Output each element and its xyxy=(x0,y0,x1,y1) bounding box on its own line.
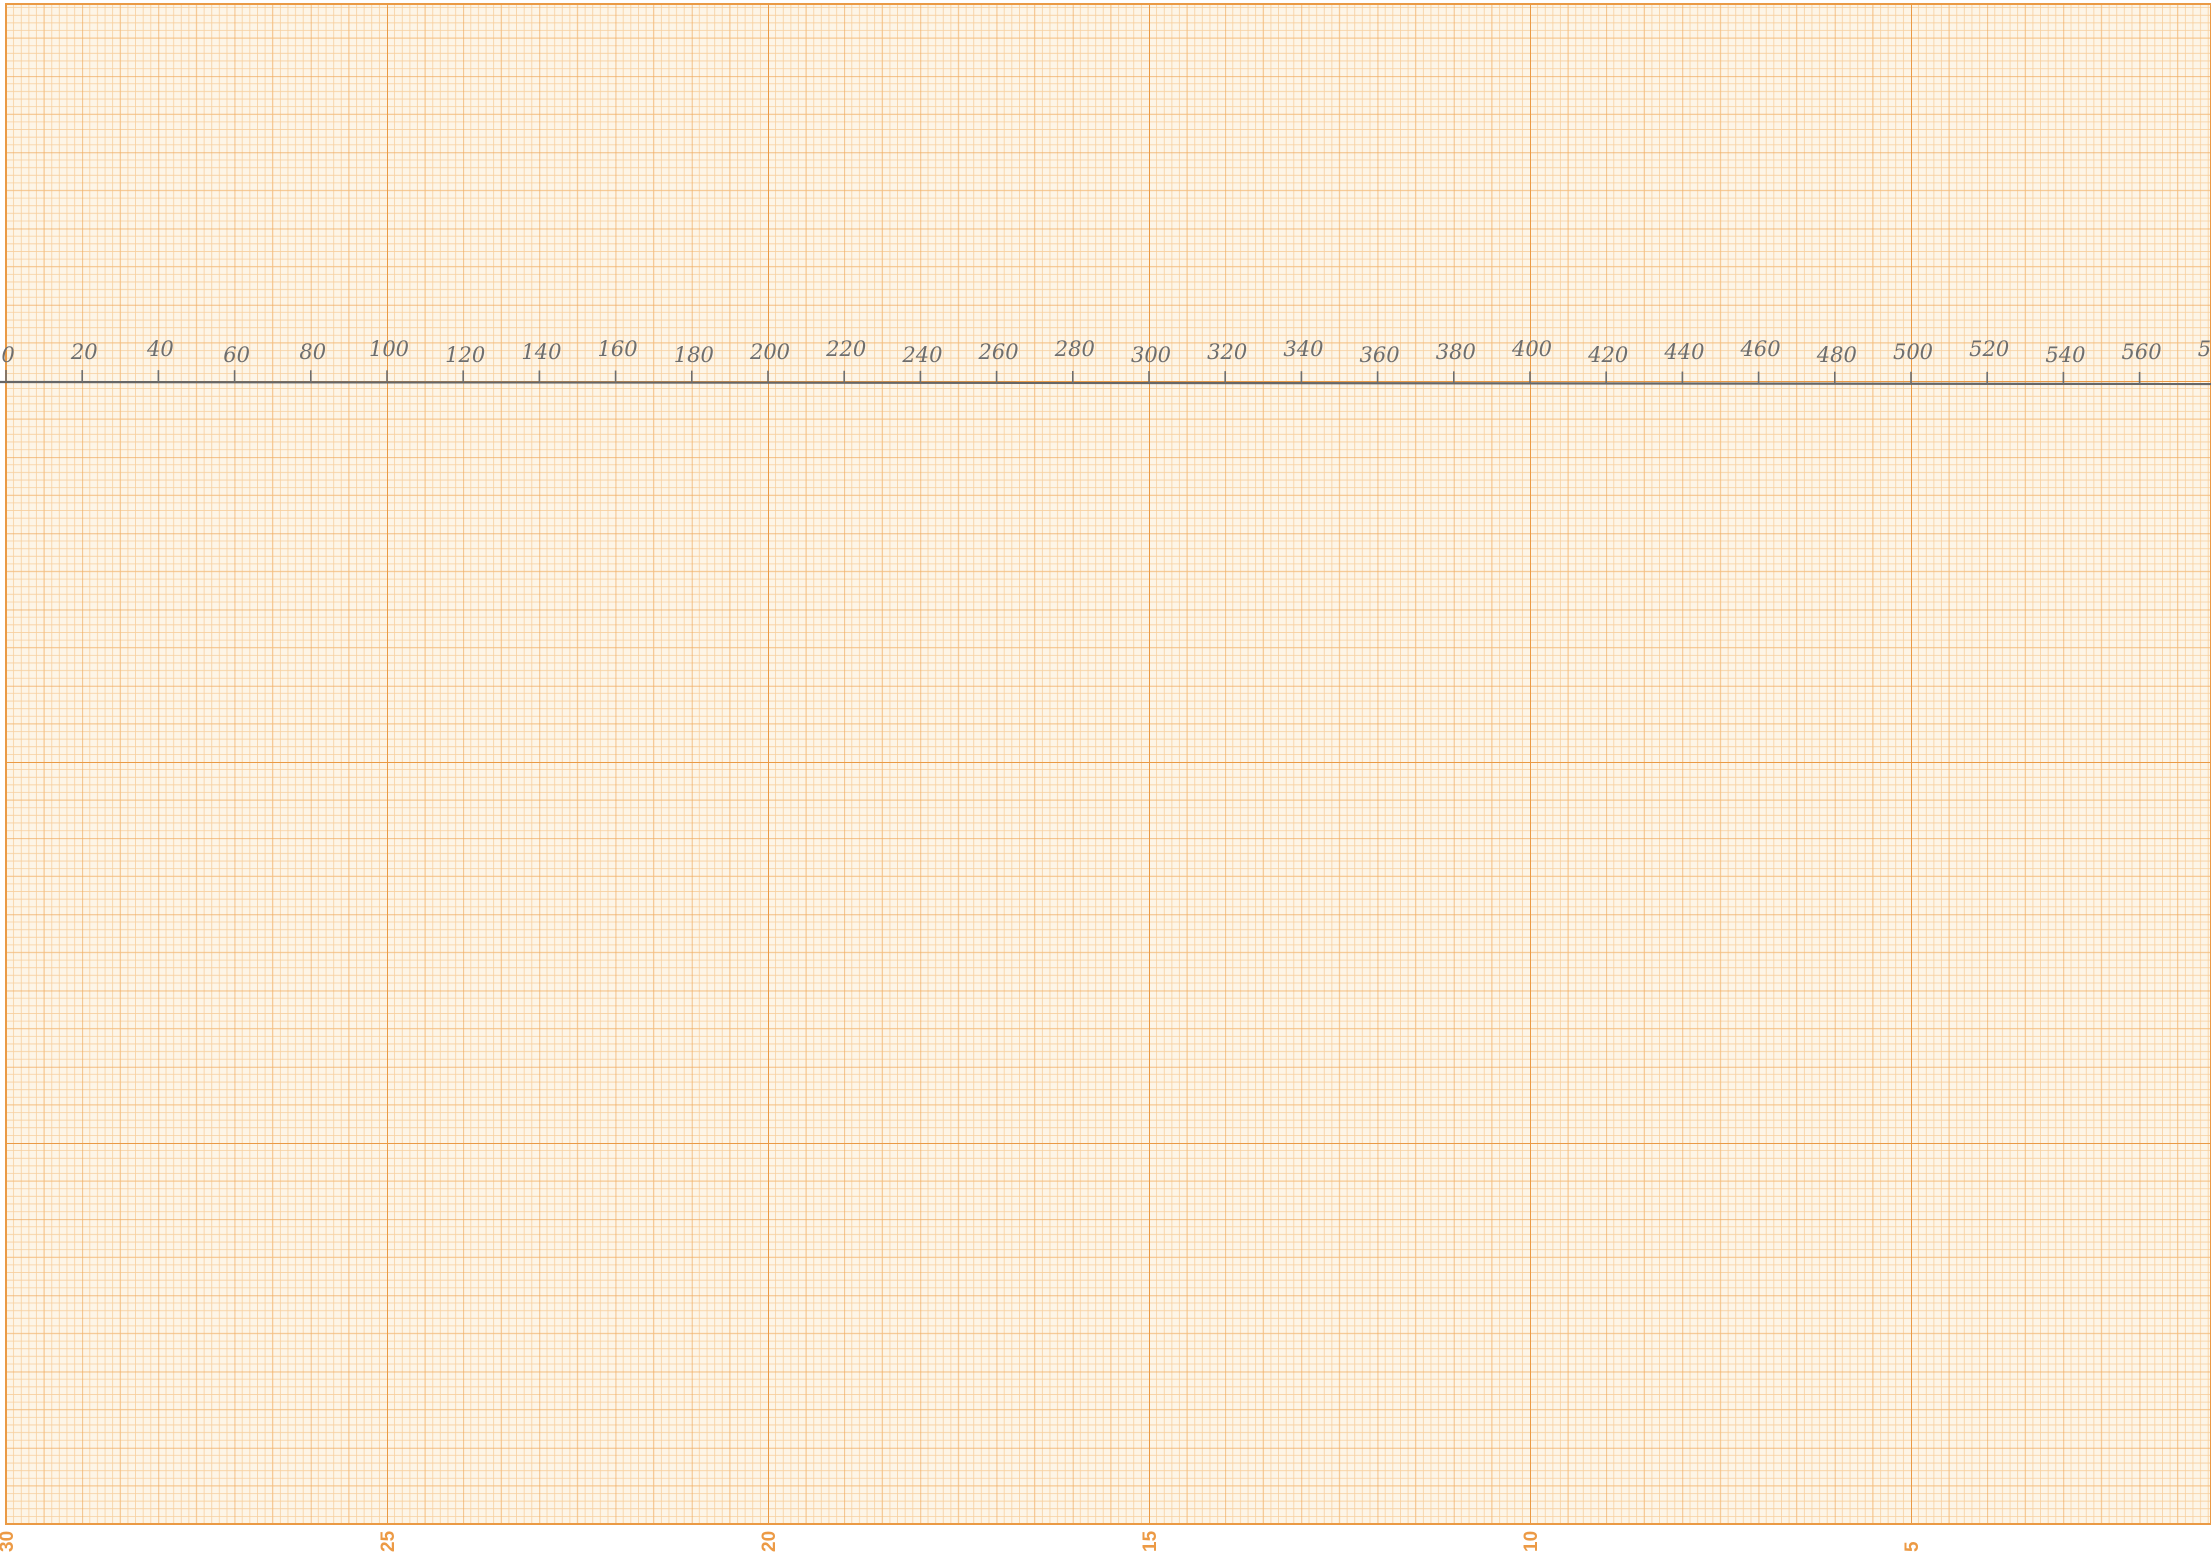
axis-label: 460 xyxy=(1740,337,1781,361)
axis-label: 160 xyxy=(598,337,638,361)
axis-label: 300 xyxy=(1131,343,1171,367)
edge-label: 30 xyxy=(0,1531,18,1552)
axis-label: 40 xyxy=(146,337,174,361)
axis-label: 520 xyxy=(1969,337,2009,361)
axis-label: 400 xyxy=(1511,337,1552,361)
axis-label: 540 xyxy=(2045,343,2085,367)
axis-label: 100 xyxy=(369,337,409,361)
edge-label: 20 xyxy=(759,1531,780,1552)
edge-label: 25 xyxy=(378,1530,399,1552)
axis-label: 560 xyxy=(2122,340,2162,364)
axis-label: 220 xyxy=(825,337,866,361)
axis-label: 20 xyxy=(70,340,98,364)
axis-label: 80 xyxy=(299,340,326,364)
axis-label: 340 xyxy=(1283,337,1323,361)
axis-label: 280 xyxy=(1054,337,1095,361)
axis-label: 320 xyxy=(1207,340,1247,364)
edge-label: 15 xyxy=(1140,1530,1161,1552)
axis-label: 360 xyxy=(1360,343,1400,367)
axis-label: 480 xyxy=(1816,343,1857,367)
axis-label: 240 xyxy=(901,343,942,367)
axis-label: 260 xyxy=(978,340,1019,364)
axis-label: 0 xyxy=(1,343,14,367)
axis-label: 60 xyxy=(223,343,250,367)
axis-label: 180 xyxy=(674,343,714,367)
axis-label: 580 xyxy=(2198,337,2211,361)
axis-label: 420 xyxy=(1587,343,1628,367)
axis-label: 380 xyxy=(1436,340,1476,364)
axis-label: 200 xyxy=(749,340,790,364)
major-grid xyxy=(6,4,2211,1524)
graph-paper: 0 20 40 60 80 100 120 140 160 180 200 220 240 260 280 3… xyxy=(0,0,2211,1558)
page: 0 20 40 60 80 100 120 140 160 180 200 220 240 260 280 3… xyxy=(0,0,2211,1558)
axis-label: 140 xyxy=(521,340,561,364)
axis-label: 440 xyxy=(1663,340,1704,364)
axis-label: 120 xyxy=(445,343,485,367)
edge-label: 10 xyxy=(1521,1531,1542,1552)
axis-label: 500 xyxy=(1893,340,1933,364)
edge-label: 5 xyxy=(1902,1541,1923,1552)
